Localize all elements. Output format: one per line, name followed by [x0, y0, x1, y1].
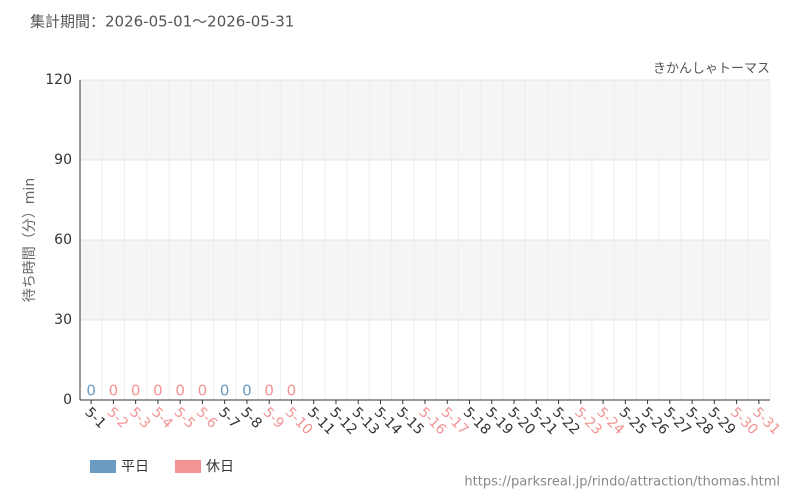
y-tick-label: 60	[54, 232, 72, 248]
chart-title: 集計期間：2026-05-01～2026-05-31	[30, 13, 294, 31]
x-tick-label: 5-8	[237, 404, 264, 431]
data-label: 0	[86, 382, 96, 400]
y-tick-label: 90	[54, 152, 72, 168]
data-label: 0	[264, 382, 274, 400]
y-tick-label: 30	[54, 312, 72, 328]
legend-label: 平日	[121, 459, 149, 475]
x-tick-label: 5-9	[260, 404, 287, 431]
legend-swatch	[175, 460, 201, 473]
x-tick-label: 5-4	[148, 404, 176, 432]
y-axis-label: 待ち時間（分）min	[22, 178, 38, 302]
data-label: 0	[131, 382, 141, 400]
legend-swatch	[90, 460, 116, 473]
y-tick-label: 120	[45, 72, 72, 88]
plot-band	[80, 80, 770, 160]
x-tick-label: 5-7	[215, 404, 242, 431]
data-label: 0	[153, 382, 163, 400]
footer-url: https://parksreal.jp/rindo/attraction/th…	[464, 475, 780, 490]
y-tick-label: 0	[63, 392, 72, 408]
x-tick-label: 5-6	[193, 404, 221, 432]
chart-subtitle: きかんしゃトーマス	[653, 62, 770, 77]
x-tick-label: 5-5	[171, 404, 198, 431]
x-tick-label: 5-2	[104, 404, 131, 431]
data-label: 0	[242, 382, 252, 400]
data-label: 0	[109, 382, 119, 400]
data-label: 0	[220, 382, 230, 400]
legend-label: 休日	[206, 459, 234, 475]
data-label: 0	[198, 382, 208, 400]
plot-band	[80, 240, 770, 320]
x-tick-label: 5-3	[126, 404, 153, 431]
x-tick-label: 5-1	[81, 404, 108, 431]
data-label: 0	[287, 382, 297, 400]
data-label: 0	[175, 382, 185, 400]
